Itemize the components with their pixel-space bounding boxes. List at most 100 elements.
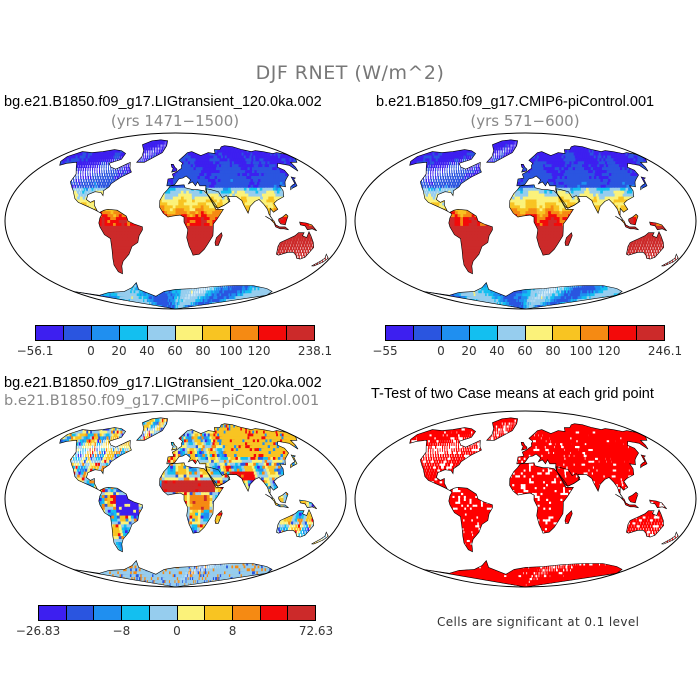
colorbar-tick-label: 20 <box>461 344 476 358</box>
colorbar-tick-label: 246.1 <box>648 344 682 358</box>
colorbar-tick-label: 120 <box>598 344 621 358</box>
colorbar-tick-label: 100 <box>220 344 243 358</box>
coastline <box>214 510 223 524</box>
coastline <box>409 149 482 214</box>
coastline <box>159 184 224 256</box>
map-border <box>4 410 347 588</box>
coastline <box>59 149 132 214</box>
coastline <box>276 231 315 260</box>
colorbar-swatch <box>119 326 148 340</box>
map-pi <box>354 132 697 310</box>
coastline <box>311 253 329 267</box>
colorbar-swatch <box>287 326 315 340</box>
colorbar-pi <box>385 325 665 341</box>
colorbar-tick-label: −8 <box>113 624 131 638</box>
panel-3-title: bg.e21.B1850.f09_g17.LIGtransient_120.0k… <box>4 375 322 391</box>
colorbar-swatch <box>231 326 260 340</box>
colorbar-swatch <box>609 326 638 340</box>
coastline <box>649 499 667 510</box>
colorbar-swatch <box>525 326 554 340</box>
colorbar-swatch <box>441 326 470 340</box>
coastline <box>265 493 289 509</box>
colorbar-tick-label: −56.1 <box>17 344 54 358</box>
coastline <box>555 466 581 487</box>
colorbar-tick-label: −26.83 <box>16 624 60 638</box>
colorbar-tick-label: 60 <box>517 344 532 358</box>
colorbar-swatch <box>149 606 178 620</box>
colorbar-swatch <box>232 606 261 620</box>
colorbar-tick-label: 120 <box>248 344 271 358</box>
coastline <box>170 164 178 173</box>
map-difference <box>4 410 347 588</box>
coastline <box>486 139 519 163</box>
coastline <box>628 491 639 504</box>
coastline <box>448 208 493 275</box>
coastline <box>299 221 317 232</box>
panel-1-title: bg.e21.B1850.f09_g17.LIGtransient_120.0k… <box>4 94 322 110</box>
coastline <box>564 510 573 524</box>
map-border <box>4 132 347 310</box>
coastline <box>628 213 639 226</box>
colorbar-swatch <box>94 606 123 620</box>
coastline <box>136 139 169 163</box>
colorbar-swatch <box>497 326 526 340</box>
colorbar-tick-label: 72.63 <box>299 624 333 638</box>
colorbar-swatch <box>203 326 232 340</box>
colorbar-swatch <box>91 326 120 340</box>
coastline <box>98 208 143 275</box>
colorbar-swatch <box>177 606 206 620</box>
colorbar-tick-label: 0 <box>437 344 445 358</box>
colorbar-swatch <box>63 326 92 340</box>
colorbar-tick-label: 60 <box>167 344 182 358</box>
colorbar-tick-label: 80 <box>545 344 560 358</box>
coastline <box>448 486 493 553</box>
coastline <box>136 417 169 441</box>
coastline <box>626 509 665 538</box>
coastline <box>265 215 289 231</box>
coastline <box>661 531 679 545</box>
coastline <box>509 184 574 256</box>
colorbar-swatch <box>386 326 414 340</box>
colorbar-swatch <box>553 326 582 340</box>
map-lig <box>4 132 347 310</box>
colorbar-tick-label: 100 <box>570 344 593 358</box>
coastline <box>205 466 231 487</box>
coastline <box>73 560 273 588</box>
coastline <box>159 462 224 534</box>
coastline <box>299 499 317 510</box>
colorbar-swatch <box>66 606 95 620</box>
colorbar-swatch <box>469 326 498 340</box>
coastline <box>278 213 289 226</box>
coastline <box>615 215 639 231</box>
panel-3-subtitle: b.e21.B1850.f09_g17.CMIP6−piControl.001 <box>4 393 319 409</box>
coastline <box>73 282 273 310</box>
coastline <box>170 442 178 451</box>
coastline <box>311 531 329 545</box>
coastline <box>615 493 639 509</box>
map-border <box>354 410 697 588</box>
colorbar-tick-label: −55 <box>372 344 397 358</box>
coastline <box>649 221 667 232</box>
colorbar-swatch <box>581 326 610 340</box>
coastline <box>661 253 679 267</box>
coastline <box>486 417 519 441</box>
colorbar-swatch <box>413 326 442 340</box>
colorbar-tick-label: 40 <box>139 344 154 358</box>
map-ttest <box>354 410 697 588</box>
coastline <box>423 560 623 588</box>
colorbar-swatch <box>147 326 176 340</box>
colorbar-swatch <box>39 606 67 620</box>
colorbar-swatch <box>259 326 288 340</box>
coastline <box>409 427 482 492</box>
colorbar-swatch <box>637 326 665 340</box>
colorbar-tick-label: 80 <box>195 344 210 358</box>
colorbar-swatch <box>36 326 64 340</box>
coastline <box>59 427 132 492</box>
panel-2-subtitle: (yrs 571−600) <box>350 112 700 130</box>
panel-2-title: b.e21.B1850.f09_g17.CMIP6-piControl.001 <box>376 94 654 110</box>
coastline <box>290 176 298 191</box>
coastline <box>205 188 231 209</box>
colorbar-swatch <box>175 326 204 340</box>
coastline <box>640 454 648 469</box>
colorbar-tick-label: 238.1 <box>298 344 332 358</box>
